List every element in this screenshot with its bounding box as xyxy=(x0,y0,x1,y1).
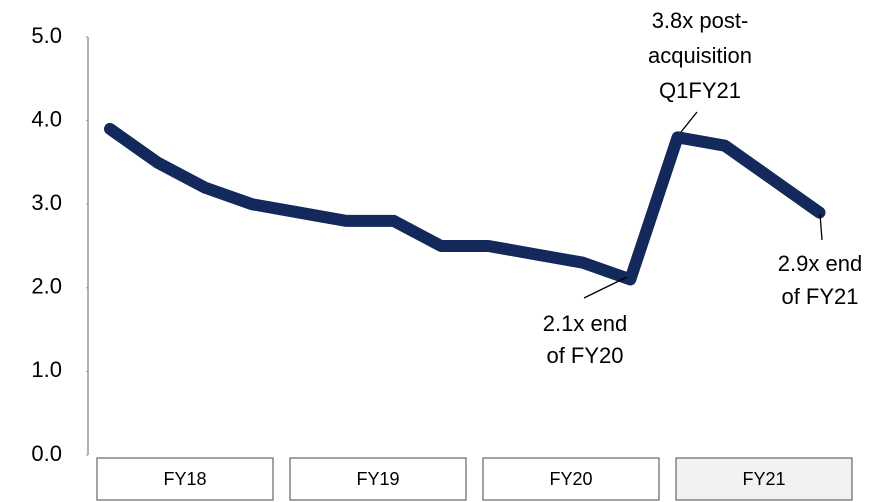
annotation: 2.9x end xyxy=(778,251,862,276)
series-line xyxy=(104,122,826,286)
x-group-label: FY21 xyxy=(742,469,785,489)
x-group-box xyxy=(482,457,660,501)
x-group-box xyxy=(289,457,467,501)
x-group-box xyxy=(675,457,853,501)
y-tick-label: 5.0 xyxy=(31,23,62,48)
annotation-leader xyxy=(680,111,698,133)
annotation: 2.1x end xyxy=(543,311,627,336)
y-tick-label: 2.0 xyxy=(31,274,62,299)
annotation-leader xyxy=(583,276,628,299)
x-group-box xyxy=(96,457,274,501)
y-tick-label: 0.0 xyxy=(31,441,62,466)
annotation: of FY21 xyxy=(781,284,858,309)
annotation: acquisition xyxy=(648,43,752,68)
x-group-label: FY18 xyxy=(163,469,206,489)
x-group-label: FY19 xyxy=(356,469,399,489)
annotation: of FY20 xyxy=(546,343,623,368)
y-tick-label: 3.0 xyxy=(31,190,62,215)
x-group-label: FY20 xyxy=(549,469,592,489)
y-tick-label: 4.0 xyxy=(31,106,62,131)
annotation-leader xyxy=(819,213,823,241)
annotation: 3.8x post- xyxy=(652,8,749,33)
annotation: Q1FY21 xyxy=(659,78,741,103)
y-tick-label: 1.0 xyxy=(31,357,62,382)
